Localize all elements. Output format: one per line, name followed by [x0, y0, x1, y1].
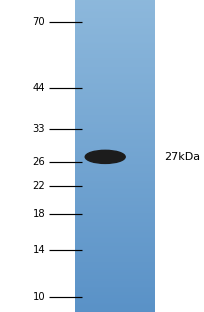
Text: 26: 26 [32, 157, 45, 167]
Text: 33: 33 [32, 124, 45, 134]
Text: 44: 44 [32, 83, 45, 93]
Text: 22: 22 [32, 181, 45, 191]
Ellipse shape [85, 150, 125, 163]
Text: 18: 18 [32, 209, 45, 219]
Text: 14: 14 [32, 245, 45, 255]
Text: 10: 10 [32, 292, 45, 302]
Text: 70: 70 [32, 17, 45, 27]
Text: 27kDa: 27kDa [163, 152, 199, 162]
